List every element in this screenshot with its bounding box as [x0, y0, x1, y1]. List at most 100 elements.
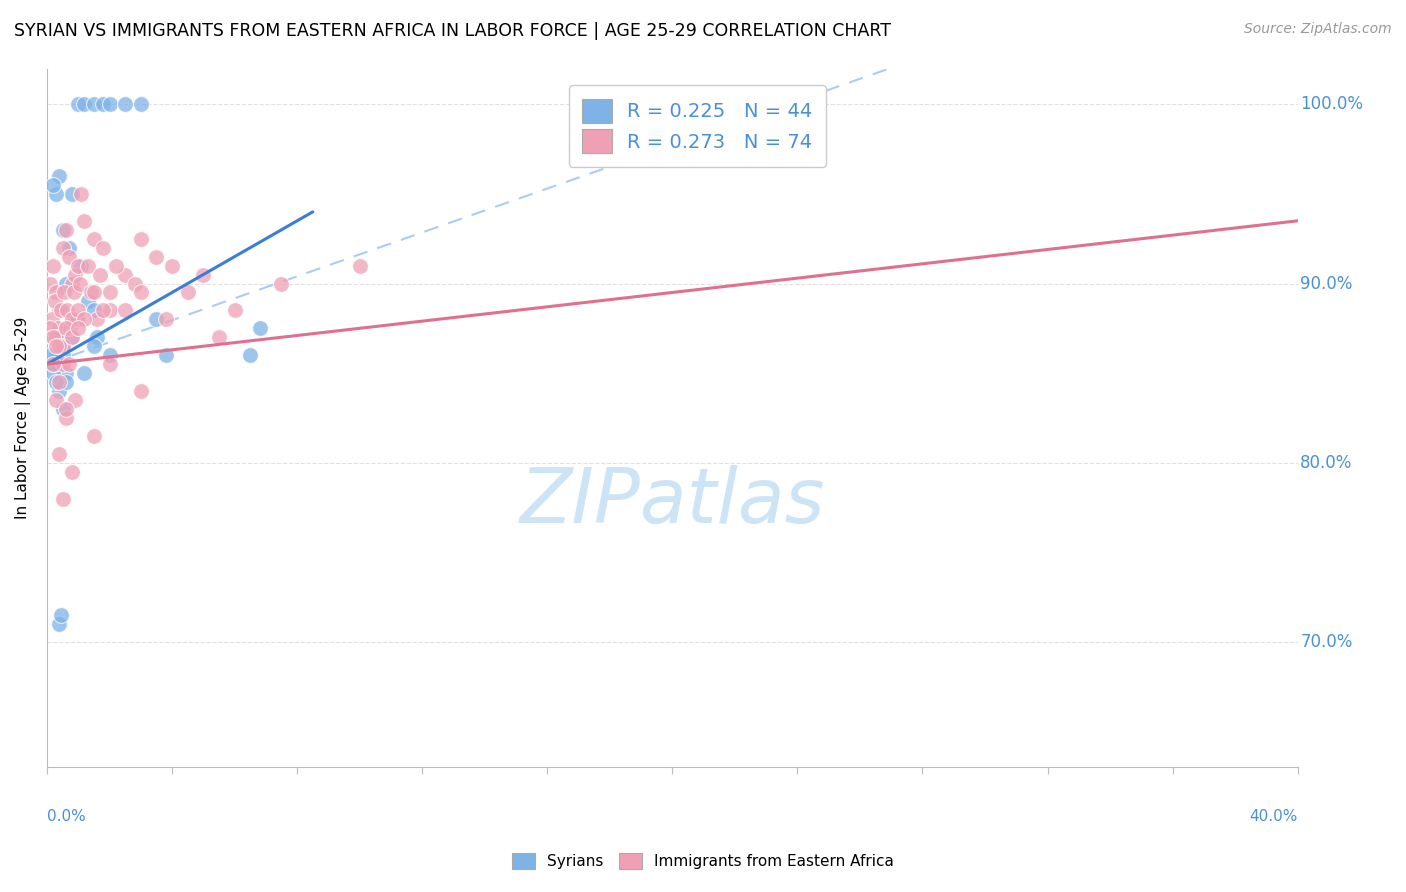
- Point: [45, 375, 67, 389]
- Point: [52, 401, 75, 416]
- Point: [89, 268, 111, 282]
- Point: [114, 268, 136, 282]
- Point: [145, 250, 167, 264]
- Point: [41, 312, 63, 326]
- Point: [60, 312, 83, 326]
- Point: [66, 312, 89, 326]
- Point: [58, 241, 80, 255]
- Point: [83, 429, 105, 443]
- Point: [176, 285, 198, 300]
- Point: [129, 97, 152, 112]
- Point: [48, 330, 70, 344]
- Point: [60, 330, 83, 344]
- Point: [73, 97, 96, 112]
- Point: [55, 223, 77, 237]
- Point: [63, 392, 86, 407]
- Point: [98, 348, 121, 362]
- Point: [239, 348, 262, 362]
- Point: [45, 330, 67, 344]
- Point: [42, 330, 65, 344]
- Legend: Syrians, Immigrants from Eastern Africa: Syrians, Immigrants from Eastern Africa: [506, 847, 900, 875]
- Point: [52, 491, 75, 506]
- Point: [52, 339, 75, 353]
- Point: [160, 259, 183, 273]
- Point: [48, 447, 70, 461]
- Point: [270, 277, 292, 291]
- Point: [114, 97, 136, 112]
- Text: ZIPatlas: ZIPatlas: [520, 465, 825, 539]
- Point: [83, 339, 105, 353]
- Text: SYRIAN VS IMMIGRANTS FROM EASTERN AFRICA IN LABOR FORCE | AGE 25-29 CORRELATION : SYRIAN VS IMMIGRANTS FROM EASTERN AFRICA…: [14, 22, 891, 40]
- Point: [48, 375, 70, 389]
- Point: [55, 277, 77, 291]
- Point: [98, 303, 121, 318]
- Point: [73, 312, 96, 326]
- Text: 70.0%: 70.0%: [1301, 632, 1353, 651]
- Legend: R = 0.225   N = 44, R = 0.273   N = 74: R = 0.225 N = 44, R = 0.273 N = 74: [569, 86, 825, 167]
- Point: [249, 321, 271, 335]
- Point: [67, 303, 90, 318]
- Point: [98, 97, 121, 112]
- Point: [52, 241, 75, 255]
- Point: [67, 259, 90, 273]
- Y-axis label: In Labor Force | Age 25-29: In Labor Force | Age 25-29: [15, 317, 31, 519]
- Point: [42, 259, 65, 273]
- Point: [49, 607, 72, 622]
- Point: [42, 178, 65, 192]
- Point: [155, 312, 177, 326]
- Point: [104, 259, 127, 273]
- Point: [52, 223, 75, 237]
- Text: 0.0%: 0.0%: [46, 809, 86, 824]
- Point: [48, 616, 70, 631]
- Point: [73, 366, 96, 380]
- Point: [124, 277, 146, 291]
- Point: [55, 375, 77, 389]
- Point: [69, 277, 91, 291]
- Point: [48, 384, 70, 398]
- Text: 100.0%: 100.0%: [1301, 95, 1364, 113]
- Point: [86, 330, 108, 344]
- Point: [42, 357, 65, 371]
- Point: [39, 321, 62, 335]
- Point: [76, 259, 98, 273]
- Point: [155, 348, 177, 362]
- Point: [91, 241, 114, 255]
- Point: [86, 312, 108, 326]
- Point: [55, 401, 77, 416]
- Point: [70, 186, 93, 201]
- Point: [55, 366, 77, 380]
- Point: [55, 410, 77, 425]
- Point: [58, 357, 80, 371]
- Point: [60, 330, 83, 344]
- Point: [48, 339, 70, 353]
- Text: 80.0%: 80.0%: [1301, 454, 1353, 472]
- Text: 40.0%: 40.0%: [1250, 809, 1298, 824]
- Point: [145, 312, 167, 326]
- Point: [67, 97, 90, 112]
- Point: [349, 259, 371, 273]
- Point: [48, 303, 70, 318]
- Point: [73, 214, 96, 228]
- Point: [60, 277, 83, 291]
- Point: [60, 186, 83, 201]
- Point: [41, 330, 63, 344]
- Point: [70, 259, 93, 273]
- Point: [63, 312, 86, 326]
- Point: [45, 186, 67, 201]
- Point: [60, 465, 83, 479]
- Point: [63, 268, 86, 282]
- Point: [52, 348, 75, 362]
- Point: [49, 303, 72, 318]
- Point: [83, 97, 105, 112]
- Point: [129, 384, 152, 398]
- Point: [59, 321, 82, 335]
- Point: [129, 285, 152, 300]
- Point: [53, 285, 76, 300]
- Point: [83, 285, 105, 300]
- Point: [114, 303, 136, 318]
- Point: [83, 232, 105, 246]
- Point: [48, 169, 70, 183]
- Point: [58, 250, 80, 264]
- Point: [67, 321, 90, 335]
- Point: [52, 339, 75, 353]
